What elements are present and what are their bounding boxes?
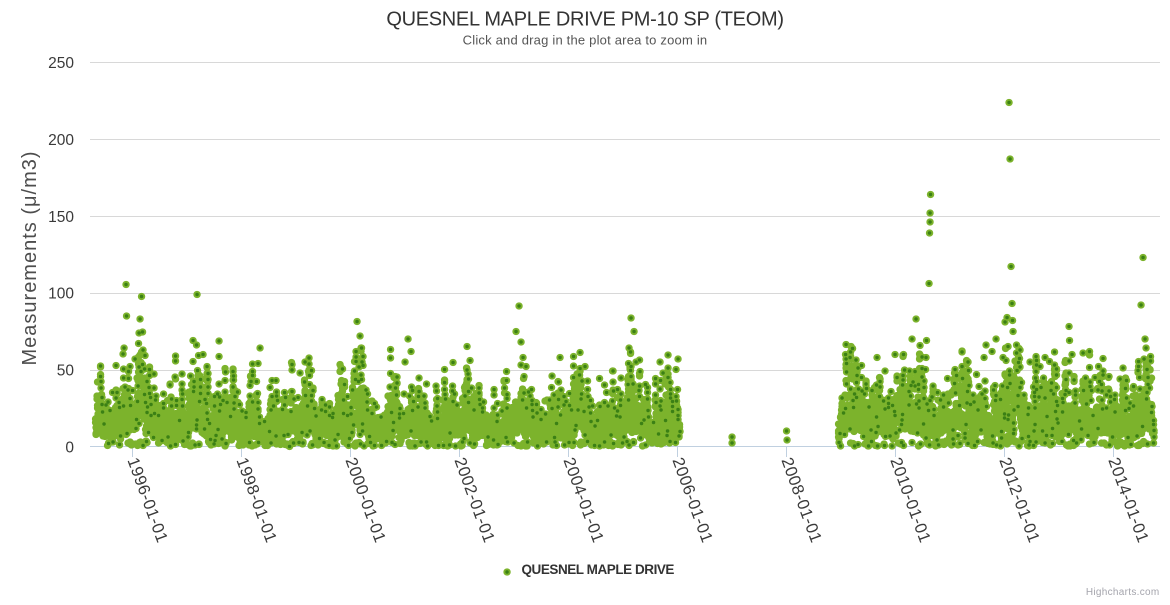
svg-text:50: 50 (57, 363, 75, 380)
svg-text:QUESNEL MAPLE DRIVE PM-10 SP (: QUESNEL MAPLE DRIVE PM-10 SP (TEOM) (386, 9, 783, 31)
svg-text:Highcharts.com: Highcharts.com (1086, 587, 1160, 598)
svg-text:QUESNEL MAPLE DRIVE: QUESNEL MAPLE DRIVE (522, 562, 675, 577)
svg-text:Measurements (μ/m3): Measurements (μ/m3) (19, 150, 41, 365)
svg-text:0: 0 (65, 439, 74, 456)
svg-text:150: 150 (48, 209, 74, 226)
svg-text:200: 200 (48, 132, 74, 149)
svg-text:100: 100 (48, 286, 74, 303)
svg-text:Click and drag in the plot are: Click and drag in the plot area to zoom … (463, 32, 708, 47)
svg-text:250: 250 (48, 55, 74, 72)
